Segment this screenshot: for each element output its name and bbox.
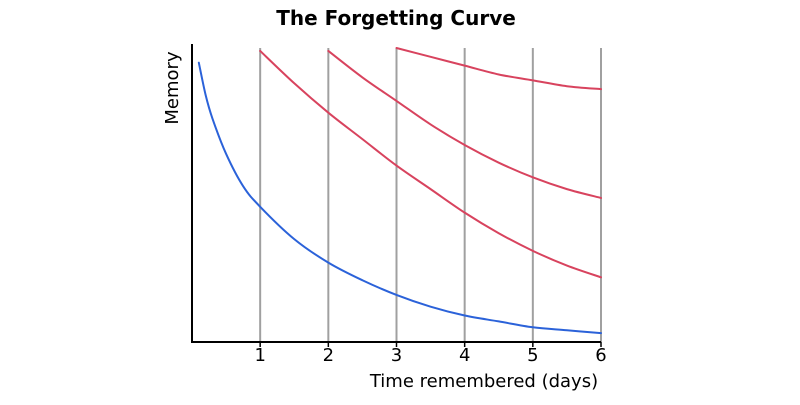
x-tick-label: 2: [323, 345, 334, 366]
y-axis-label: Memory: [162, 51, 183, 125]
series-lines: [197, 47, 602, 335]
chart-title: The Forgetting Curve: [276, 6, 516, 30]
x-tick-labels: 1 2 3 4 5 6: [254, 342, 607, 366]
review-2-curve-line: [327, 49, 602, 199]
x-axis-label: Time remembered (days): [369, 371, 598, 392]
x-tick-label: 3: [391, 345, 402, 366]
x-tick-label: 5: [527, 345, 538, 366]
x-tick-label: 6: [595, 345, 606, 366]
grid-lines: [259, 48, 602, 342]
initial-forgetting-curve-line: [197, 61, 602, 335]
x-tick-label: 4: [459, 345, 470, 366]
review-3-curve-line: [395, 47, 602, 91]
x-tick-label: 1: [254, 345, 265, 366]
review-1-curve-line: [259, 49, 602, 279]
